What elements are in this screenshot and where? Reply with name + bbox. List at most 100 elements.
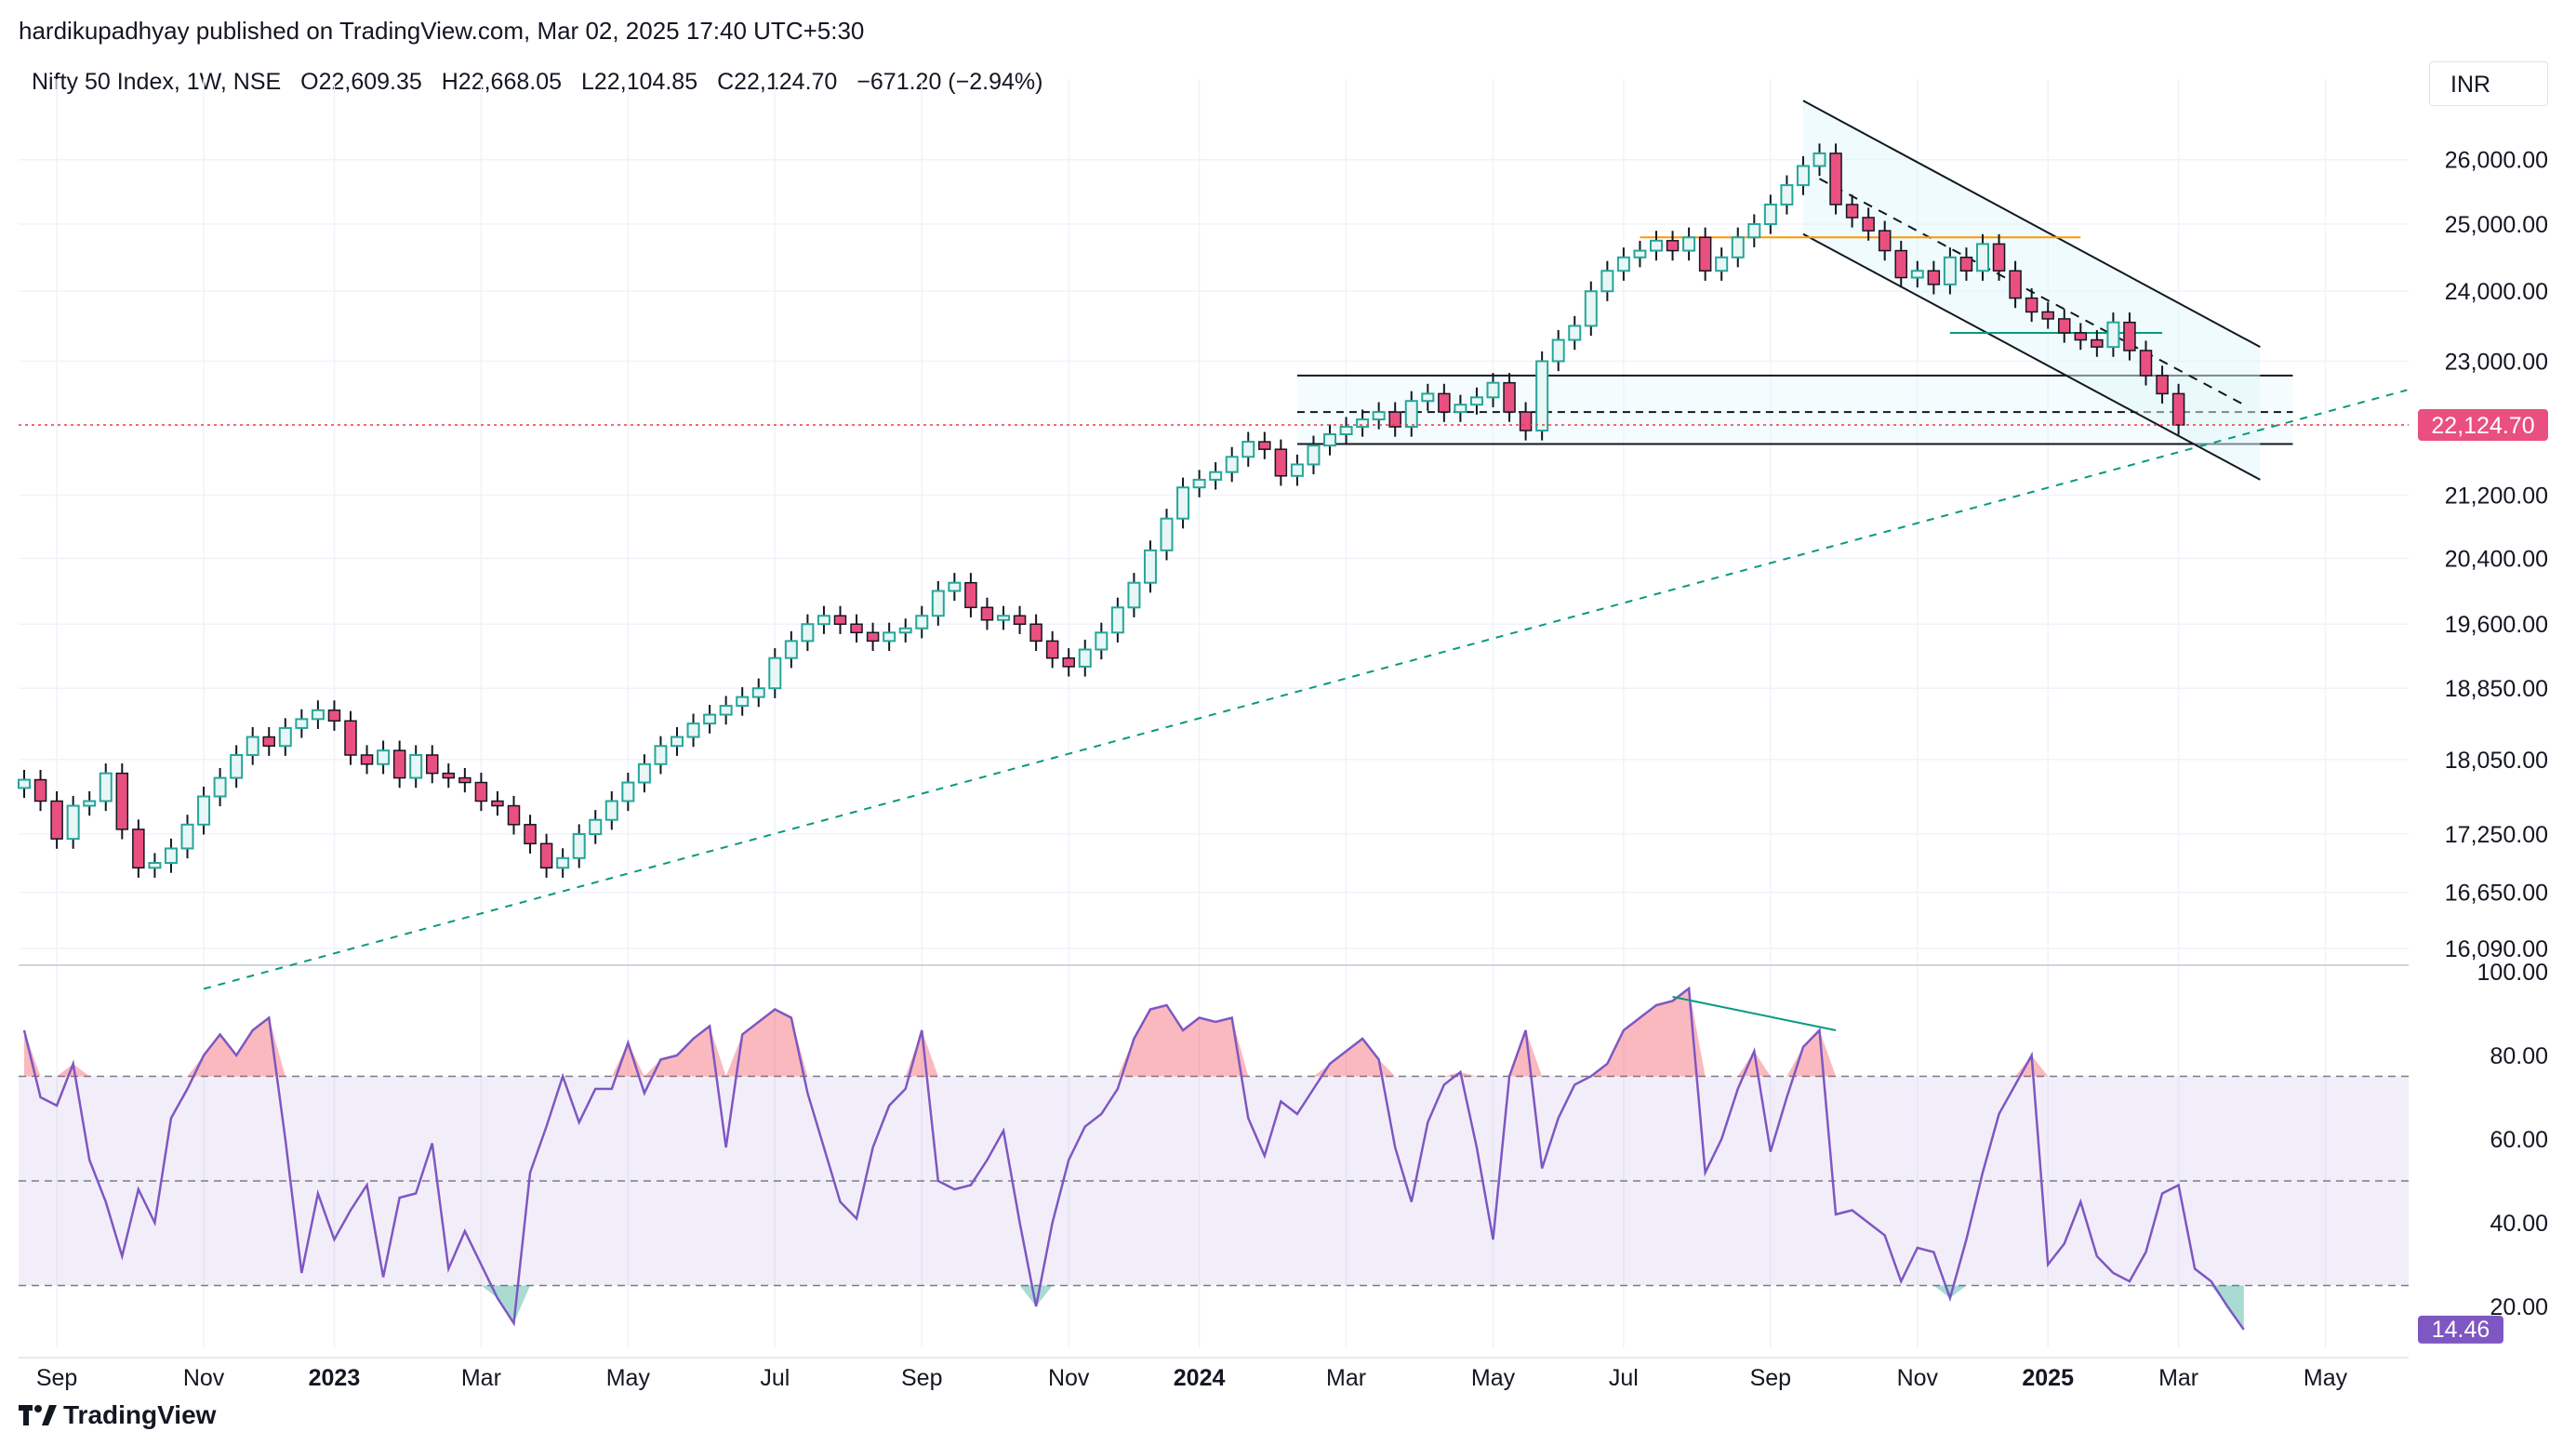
candle-body <box>507 804 521 826</box>
candle-body <box>1242 441 1255 458</box>
candle-body <box>2025 297 2038 313</box>
candle-body <box>1780 184 1794 205</box>
candle-body <box>671 736 684 748</box>
candle-body <box>931 590 945 617</box>
candle-body <box>132 829 145 869</box>
rsi-pane <box>19 986 2409 1331</box>
candle-body <box>1650 239 1663 252</box>
candle-body <box>703 713 717 725</box>
candle-body <box>1274 448 1288 477</box>
candle-body <box>1404 400 1418 429</box>
candle-body <box>66 804 80 841</box>
candle-body <box>1927 270 1941 285</box>
candle-body <box>1992 243 2006 272</box>
candle-body <box>768 656 782 690</box>
candle-body <box>115 772 129 830</box>
candle-body <box>1551 338 1565 363</box>
candle-body <box>1796 165 1810 187</box>
time-axis-label: May <box>1471 1365 1516 1391</box>
candle-body <box>2091 338 2104 348</box>
candle-body <box>1862 217 1875 232</box>
price-axis-label: 19,600.00 <box>2445 612 2548 638</box>
legend-close: C22,124.70 <box>717 69 838 95</box>
candle-body <box>1454 404 1467 414</box>
candle-body <box>409 753 423 779</box>
candle-body <box>1192 478 1206 489</box>
candle-body <box>948 581 962 592</box>
candle-body <box>1078 648 1092 668</box>
candle-body <box>1372 411 1386 421</box>
candle-body <box>654 745 668 765</box>
time-axis-label: May <box>2304 1365 2348 1391</box>
candle-body <box>801 623 815 643</box>
candle-body <box>1763 203 1777 226</box>
candle-body <box>1959 257 1973 272</box>
candle-body <box>719 705 733 716</box>
price-axis-label: 18,850.00 <box>2445 676 2548 702</box>
candle-body <box>327 709 341 722</box>
candle-body <box>230 753 244 779</box>
candle-body <box>2106 321 2120 349</box>
candle-body <box>915 615 929 630</box>
candle-body <box>50 800 63 840</box>
time-axis-label: 2025 <box>2022 1365 2074 1391</box>
candle-body <box>1356 418 1370 429</box>
candle-body <box>1421 392 1435 403</box>
candle-body <box>524 824 537 845</box>
time-axis-label: Sep <box>901 1365 942 1391</box>
candle-body <box>866 631 880 643</box>
time-axis-label: Nov <box>1897 1365 1939 1391</box>
candle-body <box>1388 411 1401 428</box>
rsi-last-tag <box>2418 1315 2503 1344</box>
currency-button[interactable]: INR <box>2429 61 2548 106</box>
channel-upper-line <box>1802 99 2261 349</box>
candle-body <box>2171 392 2185 426</box>
candle-body <box>148 862 162 869</box>
candle-body <box>295 718 309 729</box>
candle-body <box>1698 236 1712 272</box>
candle-body <box>556 856 570 869</box>
candle-body <box>1715 256 1729 272</box>
price-axis-label: 25,000.00 <box>2445 212 2548 238</box>
candle-body <box>1307 444 1321 466</box>
candle-body <box>1110 606 1124 634</box>
candle-body <box>1600 270 1614 293</box>
price-axis-label: 23,000.00 <box>2445 349 2548 375</box>
candles <box>18 143 2185 878</box>
candle-body <box>572 833 586 859</box>
candle-body <box>1176 486 1190 520</box>
candle-body <box>1029 623 1042 643</box>
time-axis-label: Mar <box>461 1365 501 1391</box>
candle-body <box>442 772 456 779</box>
candle-body <box>262 736 275 747</box>
candle-body <box>1045 640 1059 659</box>
candle-body <box>997 615 1010 621</box>
candle-body <box>539 842 553 869</box>
candle-body <box>1666 240 1680 252</box>
candle-body <box>1535 360 1549 432</box>
candle-body <box>964 581 977 609</box>
candle-body <box>360 754 374 765</box>
candle-body <box>637 762 651 784</box>
candle-body <box>278 726 292 748</box>
candle-body <box>833 615 847 625</box>
candle-body <box>883 631 896 643</box>
long-trendline <box>203 389 2408 990</box>
price-axis-label: 20,400.00 <box>2445 547 2548 573</box>
channel-lower-line <box>1802 232 2261 481</box>
candle-body <box>2009 270 2022 299</box>
price-axis-label: 17,250.00 <box>2445 822 2548 848</box>
candle-body <box>2123 321 2136 351</box>
legend-symbol: Nifty 50 Index, 1W, NSE <box>32 69 282 95</box>
rsi-axis-label: 60.00 <box>2490 1127 2548 1153</box>
candle-body <box>850 623 863 634</box>
candle-body <box>1568 325 1582 341</box>
time-axis-label: Mar <box>1326 1365 1366 1391</box>
legend-open: O22,609.35 <box>300 69 422 95</box>
candle-body <box>458 776 471 784</box>
candle-body <box>1976 243 1989 272</box>
price-axis-label: 26,000.00 <box>2445 148 2548 174</box>
time-axis-label: 2023 <box>309 1365 361 1391</box>
rsi-axis-label: 40.00 <box>2490 1211 2548 1237</box>
